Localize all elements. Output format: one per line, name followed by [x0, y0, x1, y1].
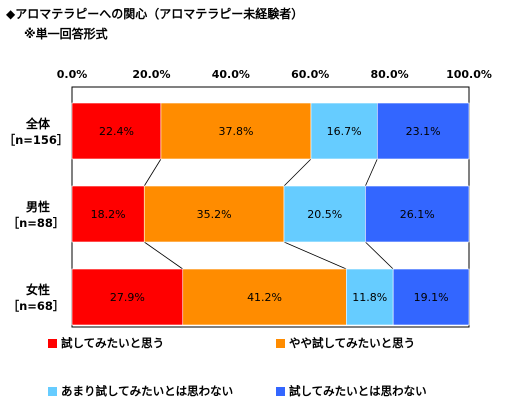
chart-subtitle: ※単一回答形式 — [24, 27, 108, 41]
legend-item: あまり試してみたいとは思わない — [48, 383, 233, 399]
bar-segment — [365, 185, 470, 243]
data-label: 35.2% — [197, 208, 232, 221]
x-tick-label: 40.0% — [212, 68, 250, 81]
chart-title: ◆アロマテラピーへの関心（アロマテラピー未経験者） — [6, 7, 304, 21]
data-label: 19.1% — [414, 291, 449, 304]
legend-label: 試してみたいと思う — [61, 336, 165, 350]
data-label: 41.2% — [247, 291, 282, 304]
x-tick-label: 80.0% — [371, 68, 409, 81]
category-label: 男性 — [26, 199, 50, 214]
series-connector-line — [283, 241, 347, 270]
legend-item: 試してみたいとは思わない — [276, 383, 427, 399]
series-connector-line — [143, 158, 162, 187]
x-tick-label: 0.0% — [57, 68, 88, 81]
bar-segment — [310, 102, 378, 160]
series-connector-line — [365, 241, 394, 270]
legend-label: やや試してみたいと思う — [289, 336, 416, 350]
legend-item: 試してみたいと思う — [48, 335, 164, 351]
legend-item: やや試してみたいと思う — [276, 335, 415, 351]
legend-swatch — [48, 338, 57, 348]
bar-segment — [71, 185, 145, 243]
legend-label: あまり試してみたいとは思わない — [61, 384, 234, 398]
x-tick-label: 20.0% — [132, 68, 170, 81]
category-label: 全体 — [25, 116, 51, 131]
bar-segment — [71, 268, 184, 326]
legend-swatch — [48, 386, 57, 396]
bar-segment — [182, 268, 347, 326]
legend-label: 試してみたいとは思わない — [289, 384, 427, 398]
series-connector-line — [365, 158, 378, 187]
data-label: 23.1% — [406, 125, 441, 138]
series-connector-line — [144, 241, 183, 270]
x-tick-label: 100.0% — [446, 68, 492, 81]
legend-swatch — [276, 338, 285, 348]
bar-segment — [283, 185, 366, 243]
x-tick-label: 60.0% — [291, 68, 329, 81]
bar-segment — [143, 185, 285, 243]
series-connector-line — [283, 158, 312, 187]
data-label: 18.2% — [91, 208, 126, 221]
bar-segment — [392, 268, 470, 326]
data-label: 27.9% — [110, 291, 145, 304]
data-label: 37.8% — [218, 125, 253, 138]
data-label: 11.8% — [352, 291, 387, 304]
legend-swatch — [276, 386, 285, 396]
bar-segment — [71, 102, 162, 160]
data-label: 16.7% — [327, 125, 362, 138]
category-n-label: ［n=156］ — [4, 133, 69, 147]
data-label: 22.4% — [99, 125, 134, 138]
data-label: 26.1% — [400, 208, 435, 221]
category-n-label: ［n=88］ — [8, 216, 65, 230]
bar-segment — [346, 268, 394, 326]
bar-segment — [376, 102, 470, 160]
category-n-label: ［n=68］ — [8, 299, 65, 313]
data-label: 20.5% — [307, 208, 342, 221]
category-label: 女性 — [26, 282, 50, 297]
